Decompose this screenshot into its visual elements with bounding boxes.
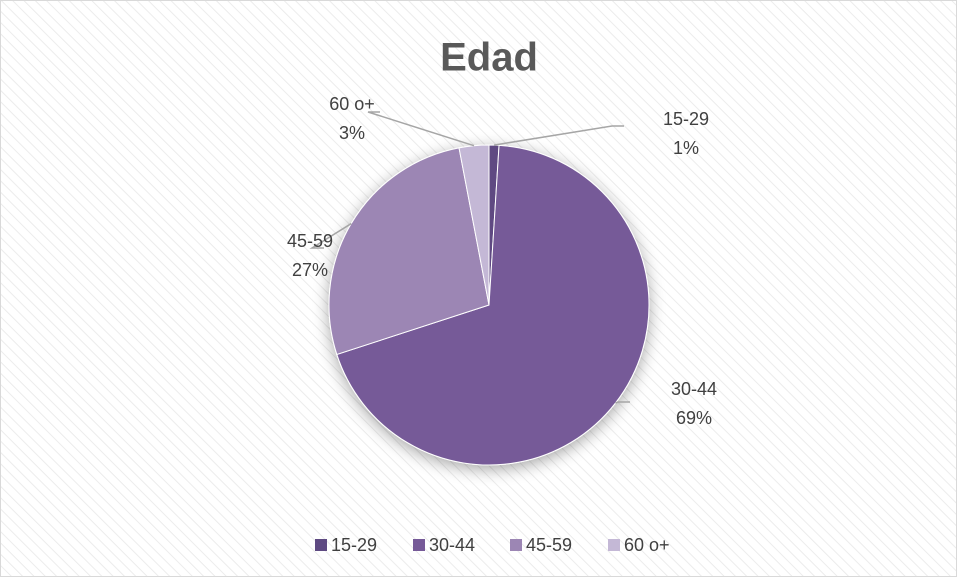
legend-swatch	[510, 539, 522, 551]
legend-label: 15-29	[331, 535, 377, 555]
data-label-category: 15-29	[663, 109, 709, 129]
legend-label: 45-59	[526, 535, 572, 555]
legend-swatch	[413, 539, 425, 551]
chart-title: Edad	[440, 36, 538, 80]
legend-swatch	[608, 539, 620, 551]
data-label-value: 1%	[673, 138, 699, 158]
pie-slice	[458, 144, 490, 306]
data-label-value: 69%	[676, 408, 712, 428]
leader-line	[493, 125, 624, 146]
pie	[328, 144, 650, 466]
legend-label: 30-44	[429, 535, 475, 555]
legend-label: 60 o+	[624, 535, 670, 555]
leader-line	[367, 111, 475, 147]
data-label-value: 27%	[292, 260, 328, 280]
data-label-category: 60 o+	[329, 94, 375, 114]
leader-line	[615, 401, 630, 404]
leader-line	[309, 222, 352, 249]
data-label-category: 45-59	[287, 231, 333, 251]
legend-swatch	[315, 539, 327, 551]
data-label-value: 3%	[339, 123, 365, 143]
data-label-category: 30-44	[671, 379, 717, 399]
